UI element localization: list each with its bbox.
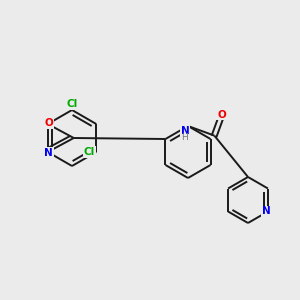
Text: O: O bbox=[217, 110, 226, 120]
Text: N: N bbox=[262, 206, 270, 217]
Text: H: H bbox=[182, 133, 188, 142]
Text: Cl: Cl bbox=[84, 147, 95, 157]
Text: N: N bbox=[44, 148, 53, 158]
Text: Cl: Cl bbox=[66, 99, 78, 109]
Text: O: O bbox=[44, 118, 53, 128]
Text: N: N bbox=[181, 126, 189, 136]
